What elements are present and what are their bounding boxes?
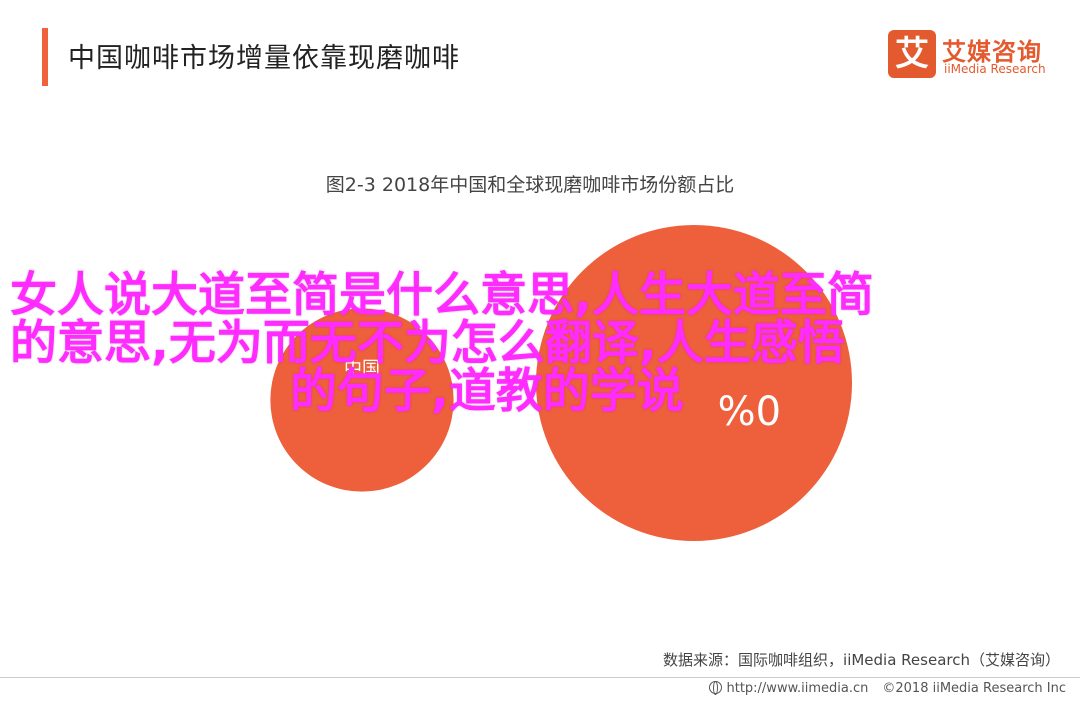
- header: 中国咖啡市场增量依靠现磨咖啡 艾 艾媒咨询 iiMedia Research: [0, 0, 1080, 100]
- footer: http://www.iimedia.cn ©2018 iiMedia Resea…: [709, 681, 1066, 696]
- footer-copyright: ©2018 iiMedia Research Inc: [882, 681, 1066, 696]
- logo-mark-icon: 艾: [888, 30, 936, 78]
- chart-title: 图2-3 2018年中国和全球现磨咖啡市场份额占比: [325, 174, 735, 196]
- iimedia-logo: 艾 艾媒咨询 iiMedia Research: [888, 30, 1064, 82]
- overlay-line-2: 的意思,无为而无不为怎么翻译,人生感悟: [10, 316, 845, 371]
- bubble-2: [536, 225, 852, 541]
- footer-url[interactable]: http://www.iimedia.cn: [726, 681, 869, 696]
- logo-english-name: iiMedia Research: [944, 62, 1046, 76]
- logo-chinese-name: 艾媒咨询: [942, 38, 1042, 66]
- overlay-line-1: 女人说大道至简是什么意思,人生大道至简: [10, 268, 874, 323]
- overlay-caption: 女人说大道至简是什么意思,人生大道至简 的意思,无为而无不为怎么翻译,人生感悟 …: [10, 272, 1070, 416]
- overlay-line-3: 的句子,道教的学说: [290, 364, 684, 419]
- globe-icon: [709, 681, 723, 695]
- bubble-1: [270, 308, 454, 492]
- footer-divider: [0, 677, 1080, 678]
- page-title: 中国咖啡市场增量依靠现磨咖啡: [68, 43, 460, 74]
- data-source: 数据来源：国际咖啡组织，iiMedia Research（艾媒咨询）: [663, 651, 1060, 669]
- bubble-value-2: %0: [718, 389, 781, 435]
- bubble-label-1: 中国: [344, 358, 380, 379]
- title-accent-bar: [42, 28, 48, 86]
